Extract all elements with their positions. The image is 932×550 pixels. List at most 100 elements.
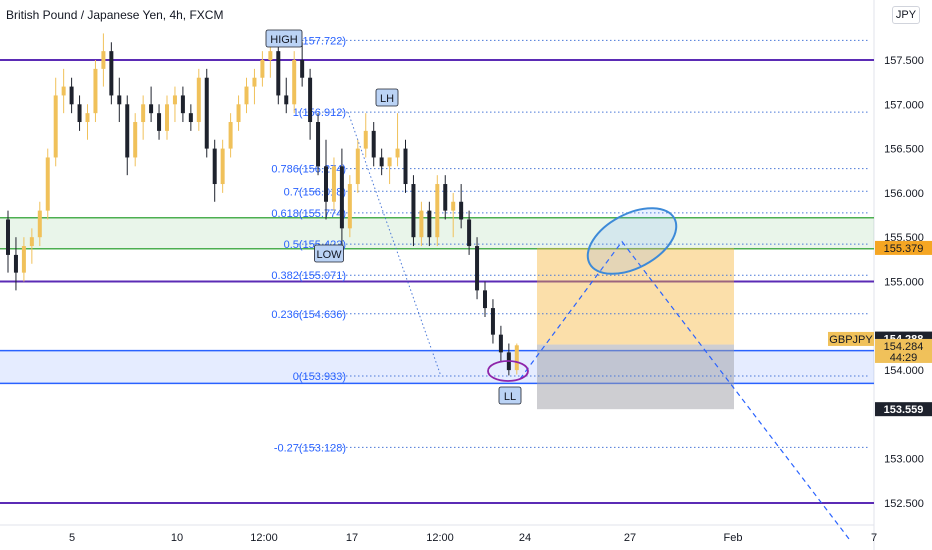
price-tick-6: 154.000 [884,365,924,377]
price-label-bg-4 [875,350,932,363]
candle-body [339,166,344,229]
candle-body [411,184,416,238]
candle-body [172,95,177,105]
price-label-3: 154.284 [884,341,924,353]
candle-body [125,104,130,158]
candle-body [427,210,432,238]
fib-label-3: 0.7(156.018) [284,186,346,198]
blue-zone [0,350,874,384]
fib-trend-line [347,111,442,377]
candle-body [252,77,257,87]
time-tick-6: 27 [624,532,636,544]
candle-body [363,130,368,149]
candle-body [355,148,360,185]
candle-body [204,77,209,149]
candle-body [77,104,82,123]
price-tick-3: 156.000 [884,188,924,200]
price-label-bg-0 [875,240,932,255]
target-ellipse [586,207,678,275]
candle-body [260,60,265,78]
time-tick-7: Feb [724,532,743,544]
candle-body [244,86,249,105]
candle-body [490,308,495,335]
time-tick-8: 7 [871,532,877,544]
price-label-bg-3 [875,338,932,353]
fibonacci-retracement: 1(157.722)1(156.912)0.786(156.274)0.7(15… [271,35,870,454]
candle-body [133,122,138,158]
candle-body [514,345,519,371]
candle-body [467,219,472,247]
price-tick-1: 157.000 [884,99,924,111]
candles [6,33,519,376]
candle-body [300,60,305,78]
candle-body [236,104,241,123]
stop-zone [537,344,734,410]
candle-body [37,210,42,238]
candle-body [85,113,90,123]
candle-body [165,104,169,131]
price-label-4: 44:29 [890,352,918,364]
price-tick-2: 156.500 [884,144,924,156]
projected-path [519,240,851,541]
fib-label-9: -0.27(153.128) [274,442,346,454]
candle-body [316,122,321,167]
candle-body [157,113,162,131]
price-tick-8: 152.500 [884,498,924,510]
currency-button[interactable]: JPY [892,6,920,24]
candle-body [53,95,58,158]
candle-body [268,51,273,60]
fib-label-4: 0.618(155.774) [271,208,346,220]
annotation-lh: LH [380,93,394,105]
candle-body [459,201,464,220]
price-label-5: 153.559 [884,404,924,416]
candle-body [21,246,26,273]
candle-body [276,51,281,96]
annotation-low-box [314,244,344,263]
candle-body [180,95,185,114]
time-tick-3: 17 [346,532,358,544]
candle-body [435,184,440,238]
chart-title: British Pound / Japanese Yen, 4h, FXCM [6,8,224,22]
candle-body [308,77,313,123]
target-zone [537,247,734,345]
candle-body [29,237,34,247]
candle-body [13,254,18,273]
candle-body [371,130,376,158]
candle-body [403,148,408,185]
price-label-2: GBPJPY [829,334,873,346]
time-tick-4: 12:00 [426,532,454,544]
price-label-bg-2 [828,331,874,346]
candle-body [45,157,50,211]
candle-body [188,113,193,123]
candle-body [228,122,233,149]
candle-body [475,246,480,291]
price-tick-5: 155.000 [884,277,924,289]
time-tick-5: 24 [519,532,531,544]
price-label-0: 155.379 [884,243,924,255]
candle-body [284,95,289,105]
candle-body [347,184,352,229]
candle-body [483,290,487,309]
candle-body [101,51,106,69]
candle-body [419,210,424,238]
candle-body [387,157,392,167]
annotation-ll-box [498,386,522,405]
annotation-high: HIGH [270,34,298,46]
candle-body [61,86,66,96]
annotation-low: LOW [316,249,342,261]
candle-body [324,166,328,202]
fib-label-6: 0.382(155.071) [271,270,346,282]
candle-body [498,334,503,353]
price-tick-0: 157.500 [884,55,924,67]
candle-body [109,51,114,96]
candle-body [379,157,384,167]
annotation-lh-box [375,88,399,107]
time-tick-2: 12:00 [250,532,278,544]
low-ellipse [487,360,529,382]
candle-body [117,95,122,105]
candle-body [331,166,336,202]
fib-label-0: 1(157.722) [293,35,346,47]
candle-body [149,104,154,114]
fib-label-8: 0(153.933) [293,371,346,383]
